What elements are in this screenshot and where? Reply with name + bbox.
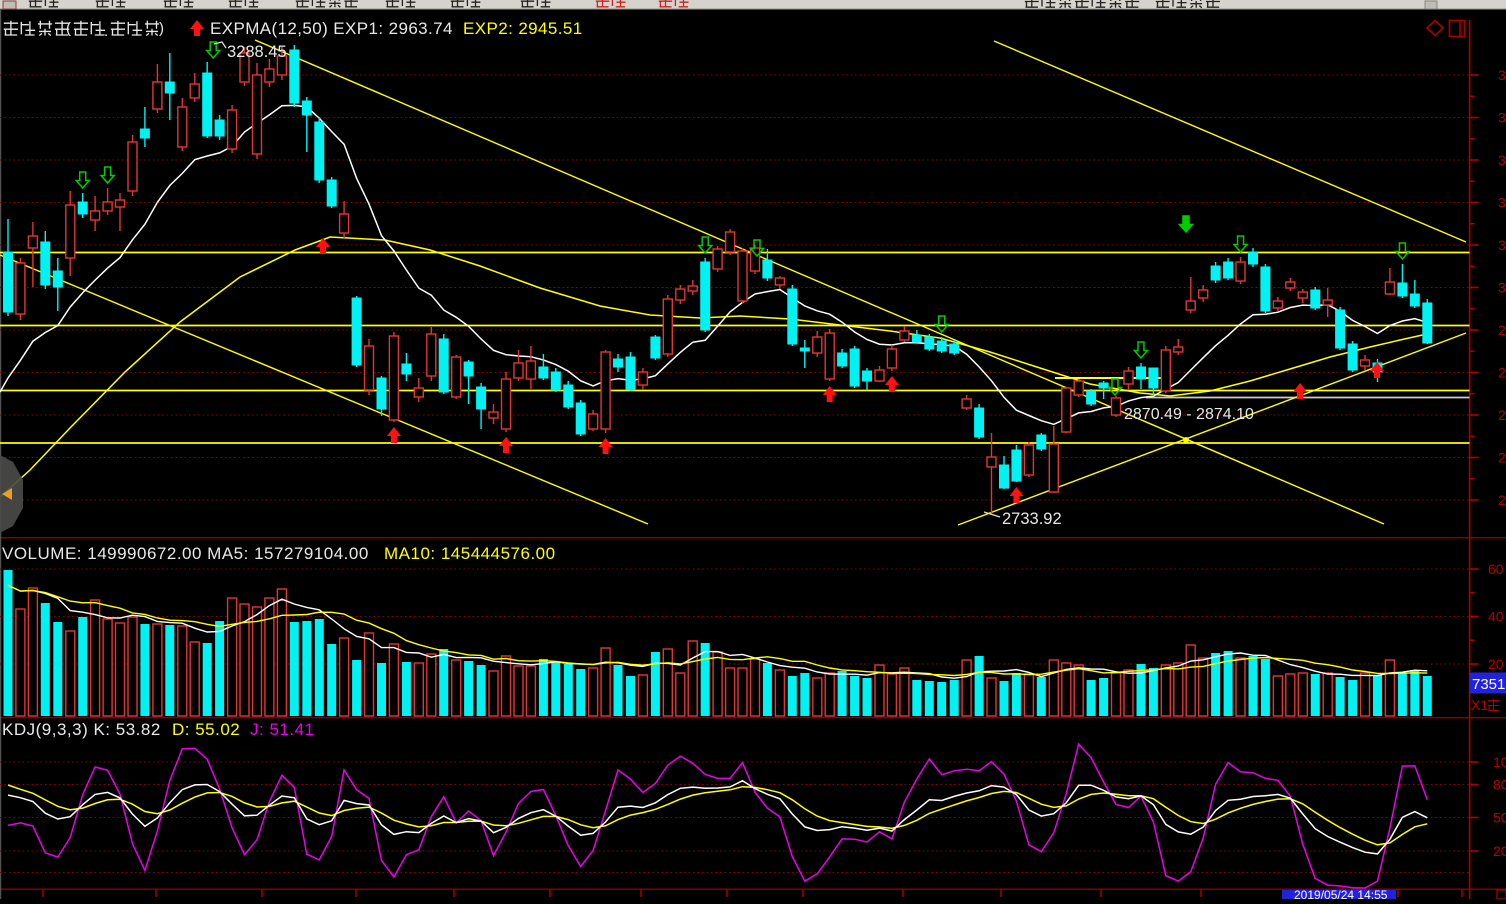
- svg-text:100: 100: [1493, 754, 1506, 770]
- svg-text:VOLUME: 149990672.00 MA5: 157: VOLUME: 149990672.00 MA5: 157279104.00: [2, 544, 369, 563]
- svg-text:60: 60: [1488, 561, 1504, 577]
- svg-text:2800: 2800: [1498, 450, 1506, 466]
- svg-text:2900: 2900: [1498, 365, 1506, 381]
- svg-text:3288.45: 3288.45: [227, 43, 287, 61]
- svg-text:2850: 2850: [1498, 407, 1506, 423]
- svg-text:EXP2: 2945.51: EXP2: 2945.51: [463, 19, 583, 38]
- svg-text:MA10: 145444576.00: MA10: 145444576.00: [384, 544, 556, 563]
- svg-text:20: 20: [1488, 656, 1504, 672]
- svg-text:2950: 2950: [1498, 322, 1506, 338]
- svg-text:): ): [159, 20, 164, 37]
- svg-text:3050: 3050: [1498, 237, 1506, 253]
- svg-text:3100: 3100: [1498, 195, 1506, 211]
- svg-text:40: 40: [1488, 609, 1504, 625]
- svg-text:EXPMA(12,50) EXP1: 2963.74: EXPMA(12,50) EXP1: 2963.74: [210, 19, 453, 38]
- svg-text:7351: 7351: [1472, 676, 1505, 693]
- svg-text:50: 50: [1493, 810, 1506, 826]
- svg-text:KDJ(9,3,3) K: 53.82: KDJ(9,3,3) K: 53.82: [2, 720, 161, 739]
- svg-text:2750: 2750: [1498, 492, 1506, 508]
- svg-text:.: .: [104, 23, 108, 40]
- svg-text:(: (: [66, 20, 71, 37]
- svg-text:80: 80: [1493, 777, 1506, 793]
- svg-text:20: 20: [1493, 843, 1506, 859]
- svg-text:2019/05/24 14:55: 2019/05/24 14:55: [1294, 888, 1388, 899]
- svg-text:3250: 3250: [1498, 67, 1506, 83]
- svg-text:2870.49 - 2874.10: 2870.49 - 2874.10: [1124, 406, 1254, 423]
- svg-text:X1: X1: [1471, 697, 1488, 713]
- svg-text:2733.92: 2733.92: [1002, 510, 1062, 528]
- svg-text:J: 51.41: J: 51.41: [250, 720, 315, 739]
- svg-text:3200: 3200: [1498, 110, 1506, 126]
- svg-text:3000: 3000: [1498, 280, 1506, 296]
- svg-text:3150: 3150: [1498, 152, 1506, 168]
- svg-text:D: 55.02: D: 55.02: [172, 720, 240, 739]
